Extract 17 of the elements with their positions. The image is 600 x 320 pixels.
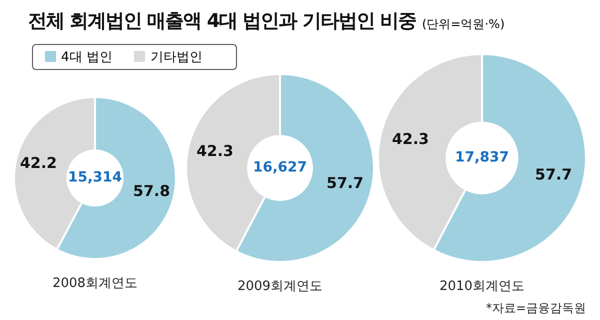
data-label: 57.7 [326,174,364,192]
data-label: 57.7 [535,166,572,184]
chart-title: 전체 회계법인 매출액 4대 법인과 기타법인 비중 [28,9,416,34]
data-label: 42.3 [196,142,234,160]
legend-label: 기타법인 [150,50,202,65]
chart-subtitle: (단위=억원·%) [422,16,505,33]
legend-label: 4대 법인 [61,50,112,65]
text: 2009회계연도 [237,278,323,295]
data-label: 57.8 [133,182,170,200]
text: 2010회계연도 [439,278,525,295]
text: *자료=금융감독원 [486,300,586,317]
data-label: 42.2 [20,154,57,172]
text: 17,837 [454,150,510,166]
text: 15,314 [68,170,122,186]
data-label: 42.3 [392,130,429,148]
text: 16,627 [252,160,308,176]
text: 2008회계연도 [52,275,138,292]
